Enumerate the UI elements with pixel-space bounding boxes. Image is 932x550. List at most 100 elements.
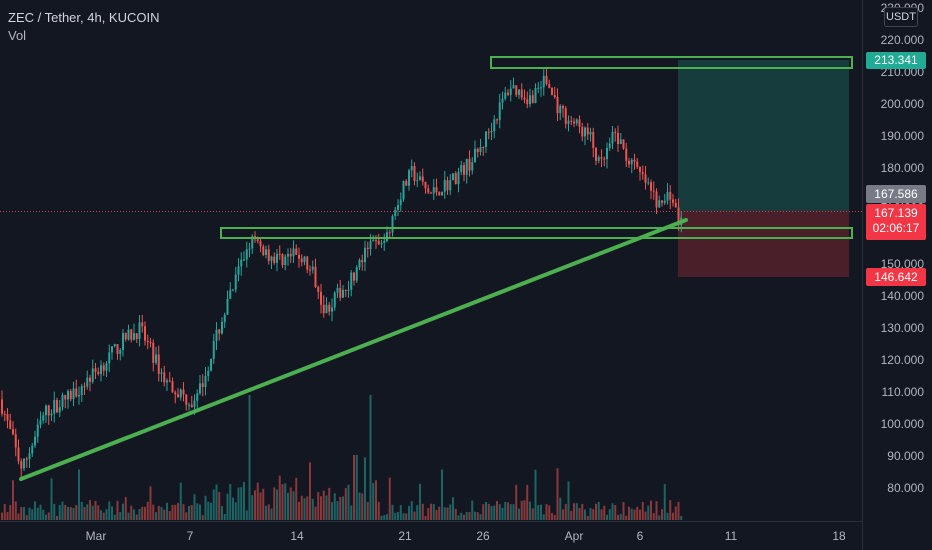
candle-body <box>61 394 64 408</box>
volume-bar <box>430 503 432 520</box>
candle-body <box>179 389 182 398</box>
volume-bar <box>636 506 639 520</box>
candle-body <box>182 389 185 395</box>
volume-bar <box>449 504 452 520</box>
volume-bar <box>386 514 388 520</box>
candle-body <box>185 394 188 405</box>
volume-bar <box>303 498 306 520</box>
candle-body <box>259 241 262 247</box>
candle-body <box>570 120 573 122</box>
volume-bar <box>130 505 133 520</box>
candle-body <box>240 259 243 267</box>
volume-bar <box>31 509 34 520</box>
volume-bar <box>515 484 518 520</box>
volume-bar <box>454 508 457 520</box>
volume-bar <box>496 501 498 520</box>
candle-body <box>212 340 215 359</box>
candle-body <box>586 127 589 135</box>
price-tick-label: 110.000 <box>881 385 925 399</box>
volume-bar <box>419 483 421 520</box>
candle-body <box>542 75 545 88</box>
candle-body <box>108 352 111 364</box>
candle-body <box>435 187 438 193</box>
volume-bar <box>289 487 292 520</box>
volume-bar <box>201 515 204 520</box>
volume-bar <box>190 504 193 520</box>
candle-body <box>432 187 435 194</box>
volume-bar <box>608 509 611 520</box>
candle-body <box>355 267 358 281</box>
volume-bar <box>625 515 628 520</box>
last-price-tag: 167.586 <box>866 185 926 203</box>
candle-body <box>229 289 232 299</box>
volume-bar <box>64 504 67 520</box>
volume-bar <box>278 475 281 520</box>
resistance-zone[interactable] <box>490 56 853 69</box>
time-tick-label: 11 <box>724 529 738 543</box>
candle-body <box>672 199 674 203</box>
candle-body <box>300 258 303 263</box>
volume-bar <box>171 504 174 520</box>
candle-body <box>430 192 432 194</box>
candle-body <box>124 333 127 340</box>
candle-body <box>174 392 177 395</box>
candle-body <box>578 119 581 127</box>
candle-body <box>515 85 518 95</box>
volume-bar <box>9 505 12 520</box>
volume-bar <box>350 505 353 520</box>
candle-body <box>6 414 9 421</box>
candle-body <box>20 461 23 469</box>
candle-body <box>606 147 608 160</box>
candle-body <box>628 160 630 165</box>
candle-body <box>666 192 669 201</box>
candle-body <box>91 368 94 382</box>
volume-bar <box>523 500 526 520</box>
volume-bar <box>427 508 430 520</box>
candle-body <box>303 256 306 263</box>
candle-body <box>647 182 650 184</box>
volume-bar <box>542 514 545 520</box>
candle-body <box>441 191 443 196</box>
price-tick-label: 100.000 <box>880 417 924 431</box>
candle-body <box>474 148 476 163</box>
trendline[interactable] <box>19 218 688 481</box>
volume-bar <box>584 509 586 520</box>
candle-body <box>507 92 509 95</box>
volume-bar <box>369 395 372 520</box>
candle-body <box>471 162 474 171</box>
price-tick-label: 140.000 <box>880 289 924 303</box>
volume-label[interactable]: Vol <box>8 28 27 43</box>
support-zone[interactable] <box>220 227 853 239</box>
symbol-line[interactable]: ZEC / Tether, 4h, KUCOIN <box>8 10 160 25</box>
price-tick-label: 200.000 <box>880 97 924 111</box>
volume-bar <box>548 505 551 520</box>
candle-body <box>328 304 331 312</box>
volume-bar <box>3 503 6 520</box>
volume-bar <box>336 501 339 520</box>
candle-body <box>133 333 135 340</box>
volume-bar <box>551 513 553 520</box>
candle-body <box>520 89 523 98</box>
candle-body <box>534 88 537 104</box>
volume-bar <box>474 511 476 520</box>
volume-bar <box>328 487 331 520</box>
volume-bar <box>199 504 201 520</box>
candle-body <box>377 240 380 245</box>
volume-bar <box>581 503 584 520</box>
volume-bar <box>509 504 512 520</box>
currency-button[interactable]: USDT <box>884 7 918 27</box>
candle-body <box>306 256 309 270</box>
candle-body <box>232 289 234 291</box>
volume-bar <box>119 512 122 520</box>
candle-body <box>144 326 146 341</box>
volume-bar <box>174 504 177 520</box>
volume-bar <box>155 512 157 520</box>
candle-body <box>600 157 603 159</box>
candle-body <box>556 97 559 114</box>
candle-body <box>617 132 619 144</box>
volume-bar <box>394 512 397 520</box>
volume-bar <box>592 509 595 520</box>
volume-bar <box>141 506 144 520</box>
volume-bar <box>377 501 380 520</box>
